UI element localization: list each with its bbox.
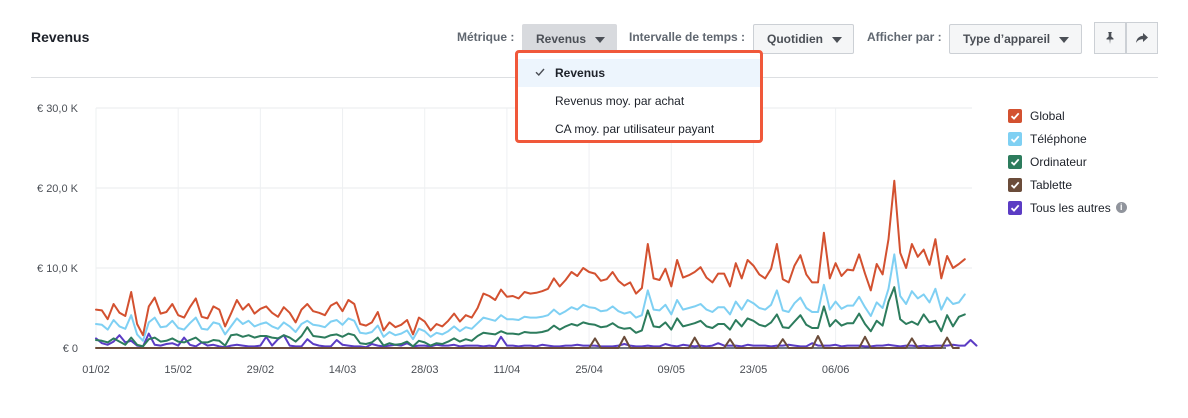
legend-item-telephone[interactable]: Téléphone xyxy=(1008,127,1127,150)
legend-label: Téléphone xyxy=(1030,131,1087,146)
panel-title: Revenus xyxy=(31,29,90,45)
series-line-t-l-phone xyxy=(95,253,966,342)
interval-select[interactable]: Quotidien xyxy=(753,24,854,54)
legend-label: Tous les autres xyxy=(1030,200,1111,215)
dropdown-option-label: CA moy. par utilisateur payant xyxy=(555,122,715,136)
legend-item-others[interactable]: Tous les autres i xyxy=(1008,196,1127,219)
chevron-down-icon xyxy=(832,36,842,43)
dropdown-option-label: Revenus moy. par achat xyxy=(555,94,685,108)
x-tick-label: 15/02 xyxy=(164,364,192,376)
display-select[interactable]: Type d’appareil xyxy=(949,24,1082,54)
y-tick-label: € 0 xyxy=(63,343,78,355)
dropdown-option-avg-per-purchase[interactable]: Revenus moy. par achat xyxy=(518,87,760,115)
x-tick-label: 01/02 xyxy=(82,364,110,376)
display-select-value: Type d’appareil xyxy=(963,32,1051,46)
metric-dropdown-menu: Revenus Revenus moy. par achat CA moy. p… xyxy=(515,50,763,143)
x-tick-label: 14/03 xyxy=(329,364,357,376)
series-line-global xyxy=(95,179,966,337)
checkbox-icon xyxy=(1008,108,1022,123)
x-tick-label: 25/04 xyxy=(575,364,603,376)
x-tick-label: 11/04 xyxy=(494,364,521,376)
metric-select[interactable]: Revenus xyxy=(522,24,617,54)
dropdown-option-arppu[interactable]: CA moy. par utilisateur payant xyxy=(518,115,760,143)
metric-select-value: Revenus xyxy=(536,32,587,46)
series-line-ordinateur xyxy=(95,286,966,348)
checkbox-icon xyxy=(1008,200,1022,215)
y-tick-label: € 20,0 K xyxy=(37,183,79,195)
pin-icon xyxy=(1106,32,1114,44)
x-tick-label: 06/06 xyxy=(822,364,850,376)
x-tick-label: 29/02 xyxy=(247,364,275,376)
legend-item-global[interactable]: Global xyxy=(1008,104,1127,127)
display-label: Afficher par : xyxy=(867,30,942,44)
legend-item-ordinateur[interactable]: Ordinateur xyxy=(1008,150,1127,173)
checkbox-icon xyxy=(1008,177,1022,192)
y-tick-label: € 30,0 K xyxy=(37,103,79,115)
legend-label: Global xyxy=(1030,108,1065,123)
checkmark-icon xyxy=(535,68,545,77)
chevron-down-icon xyxy=(595,36,606,43)
series-line-tablette xyxy=(95,335,960,349)
x-tick-label: 28/03 xyxy=(411,364,439,376)
pin-button[interactable] xyxy=(1094,22,1126,54)
legend-label: Tablette xyxy=(1030,177,1073,192)
x-tick-label: 23/05 xyxy=(740,364,768,376)
share-button[interactable] xyxy=(1126,22,1158,54)
chart-legend: Global Téléphone Ordinateur Tablette Tou… xyxy=(1008,104,1127,219)
series-line-tous-les-autres xyxy=(95,332,978,349)
metric-label: Métrique : xyxy=(457,30,515,44)
checkbox-icon xyxy=(1008,131,1022,146)
x-tick-label: 09/05 xyxy=(657,364,685,376)
info-icon[interactable]: i xyxy=(1115,202,1127,213)
y-tick-label: € 10,0 K xyxy=(37,263,79,275)
dropdown-option-revenus[interactable]: Revenus xyxy=(518,59,760,87)
interval-select-value: Quotidien xyxy=(767,32,823,46)
share-icon xyxy=(1136,33,1148,43)
interval-label: Intervalle de temps : xyxy=(629,30,746,44)
legend-item-tablette[interactable]: Tablette xyxy=(1008,173,1127,196)
chevron-down-icon xyxy=(1059,36,1070,43)
dropdown-option-label: Revenus xyxy=(555,66,606,80)
legend-label: Ordinateur xyxy=(1030,154,1087,169)
checkbox-icon xyxy=(1008,154,1022,169)
